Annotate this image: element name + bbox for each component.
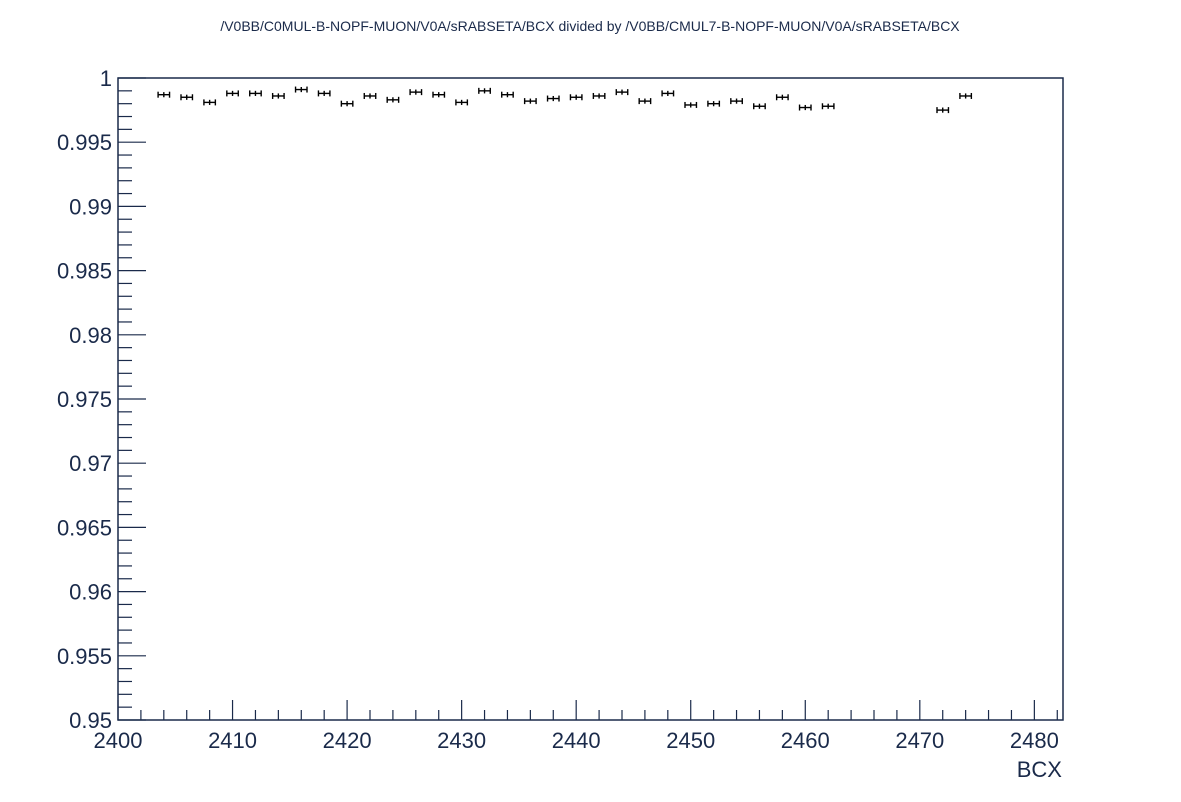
data-point	[936, 107, 950, 114]
data-point	[569, 94, 583, 101]
data-point	[592, 92, 606, 99]
x-axis-title: BCX	[1017, 757, 1063, 782]
data-point	[180, 94, 194, 101]
x-tick-label: 2420	[323, 728, 372, 753]
y-tick-label: 0.95	[69, 708, 112, 733]
data-point	[821, 103, 835, 110]
data-point	[317, 90, 331, 97]
data-point	[959, 92, 973, 99]
x-tick-label: 2440	[552, 728, 601, 753]
data-point	[432, 91, 446, 98]
data-point	[730, 98, 743, 105]
data-point	[478, 87, 491, 94]
y-axis: 0.95 0.955 0.96 0.965 0.97 0.975 0.98 0.985 0.99…	[57, 66, 146, 733]
data-point	[661, 90, 675, 97]
x-tick-label: 2400	[94, 728, 143, 753]
x-tick-label: 2430	[437, 728, 486, 753]
data-series	[157, 86, 973, 114]
data-point	[753, 103, 766, 110]
y-tick-label: 0.97	[69, 451, 112, 476]
y-tick-label: 0.995	[57, 130, 112, 155]
y-tick-label: 0.99	[69, 194, 112, 219]
data-point	[271, 92, 285, 99]
data-point	[409, 89, 423, 96]
data-point	[684, 101, 698, 108]
plot-frame	[117, 77, 1064, 721]
data-point	[707, 100, 721, 107]
data-point	[523, 98, 537, 105]
y-tick-label: 0.955	[57, 644, 112, 669]
y-tick-label: 0.965	[57, 515, 112, 540]
y-tick-label: 0.98	[69, 323, 112, 348]
data-point	[294, 86, 308, 93]
data-point	[203, 99, 217, 106]
x-tick-label: 2450	[666, 728, 715, 753]
data-point	[249, 90, 262, 97]
data-point	[363, 92, 377, 99]
x-tick-label: 2410	[208, 728, 257, 753]
data-point	[455, 99, 469, 106]
x-tick-label: 2470	[895, 728, 944, 753]
data-point	[546, 95, 560, 102]
y-tick-label: 0.985	[57, 259, 112, 284]
data-point	[798, 104, 812, 111]
x-tick-label: 2460	[781, 728, 830, 753]
y-tick-label: 0.975	[57, 387, 112, 412]
data-point	[615, 89, 629, 96]
x-axis: 2400 2410 2420 2430 2440 2450 2460 2470 2480	[94, 700, 1059, 753]
data-point	[501, 91, 514, 98]
data-point	[226, 90, 239, 97]
y-tick-label: 0.96	[69, 580, 112, 605]
data-point	[638, 98, 652, 105]
x-tick-label: 2480	[1010, 728, 1059, 753]
y-tick-label: 1	[100, 66, 112, 91]
chart-title: /V0BB/C0MUL-B-NOPF-MUON/V0A/sRABSETA/BCX…	[220, 18, 960, 34]
data-point	[340, 100, 354, 107]
data-point	[386, 96, 400, 103]
data-point	[775, 94, 789, 101]
data-point	[157, 91, 171, 98]
